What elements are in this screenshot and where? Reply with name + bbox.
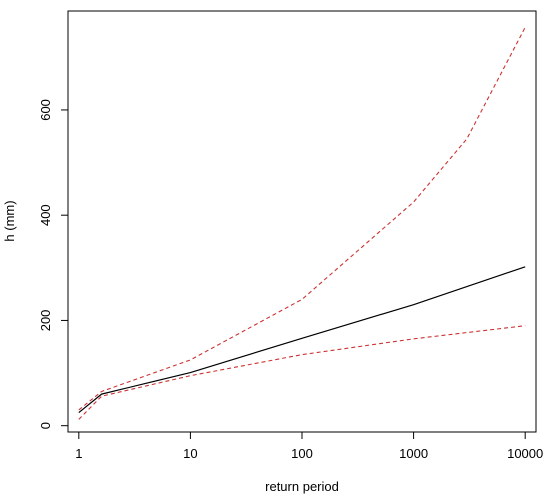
lower-bound-line — [78, 325, 526, 420]
x-tick-label: 100 — [291, 446, 313, 461]
y-tick-label: 200 — [38, 310, 53, 332]
central-estimate-line — [78, 266, 526, 413]
series-layer — [78, 27, 526, 420]
y-tick-label: 400 — [38, 204, 53, 226]
x-axis-title: return period — [265, 479, 339, 494]
x-tick-label: 10000 — [507, 446, 543, 461]
x-tick-label: 1 — [75, 446, 82, 461]
x-axis: 1 10 100 1000 10000 — [75, 431, 543, 461]
x-tick-label: 1000 — [399, 446, 428, 461]
y-axis-title: h (mm) — [2, 200, 17, 241]
y-tick-label: 600 — [38, 99, 53, 121]
y-tick-label: 0 — [38, 422, 53, 429]
upper-bound-line — [78, 27, 526, 411]
y-axis: 0 200 400 600 — [38, 99, 69, 429]
plot-frame — [67, 10, 537, 433]
x-tick-label: 10 — [183, 446, 197, 461]
